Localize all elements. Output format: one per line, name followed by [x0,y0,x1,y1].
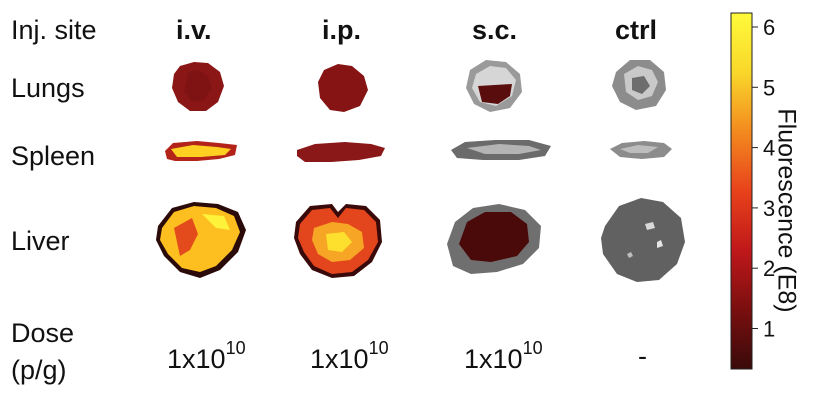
row-label-lungs: Lungs [11,73,85,103]
lungs-ctrl-image [612,60,666,110]
colorbar-label: Fluorescence (E8) [772,108,801,313]
dose-base: 1x10 [464,344,523,374]
colorbar-tick-label-2: 2 [763,256,775,281]
dose-ctrl: - [638,341,647,371]
dose-iv: 1x1010 [167,339,246,374]
injection-site-label: Inj. site [11,15,97,45]
dose-label: Dose [11,318,75,348]
spleen-ctrl-image [610,141,672,159]
dose-sc: 1x1010 [464,339,543,374]
dose-exponent: 10 [368,338,389,358]
row-label-liver: Liver [11,226,70,256]
spleen-sc-image [451,140,551,160]
dose-base: 1x10 [167,344,226,374]
group-label-ip: i.p. [322,15,361,45]
spleen-iv-image [165,141,237,161]
dose-base: 1x10 [310,344,369,374]
liver-ip-image [294,204,382,278]
liver-ctrl-image [601,198,685,282]
dose-exponent: 10 [225,338,246,358]
colorbar-ticks: 1 2 3 4 5 6 [752,15,775,342]
liver-iv-image [156,202,246,278]
spleen-ip-image [297,142,385,162]
colorbar-tick-label-4: 4 [763,136,775,161]
lungs-iv-image [172,62,224,111]
lungs-sc-image [466,60,522,112]
dose-unit-label: (p/g) [11,355,67,385]
group-label-iv: i.v. [176,15,212,45]
colorbar-tick-label-1: 1 [763,317,775,342]
colorbar-tick-label-5: 5 [763,75,775,100]
group-label-ctrl: ctrl [615,15,658,45]
dose-exponent: 10 [522,338,543,358]
row-label-spleen: Spleen [11,141,96,171]
group-label-sc: s.c. [472,15,518,45]
liver-sc-image [447,204,541,274]
colorbar-tick-label-3: 3 [763,196,775,221]
colorbar-gradient [730,12,753,370]
lungs-ip-image [318,64,368,112]
dose-ip: 1x1010 [310,339,389,374]
colorbar-tick-label-6: 6 [763,15,775,40]
